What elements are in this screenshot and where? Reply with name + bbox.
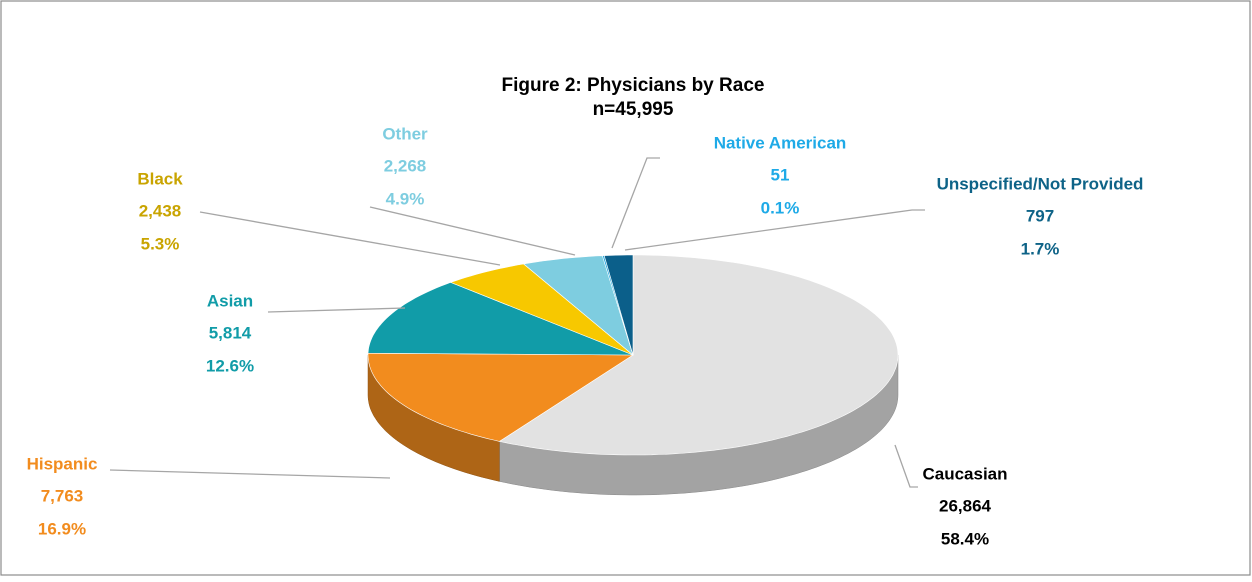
value-label: 51 [771, 165, 790, 184]
value-label: 2,438 [139, 201, 182, 220]
category-label: Unspecified/Not Provided [937, 174, 1144, 193]
leader-line [199, 211, 501, 266]
category-label: Black [137, 169, 183, 188]
slice [522, 255, 634, 356]
slice [367, 282, 634, 356]
chart-title: Figure 2: Physicians by Race [502, 75, 765, 96]
pie-tops [367, 254, 899, 456]
labels: Caucasian 26,864 58.4% Hispanic 7,763 16.9% As… [27, 124, 1144, 548]
leader-line [894, 444, 918, 488]
value-label: 797 [1026, 206, 1054, 225]
slice [367, 352, 635, 442]
percentage-label: 0.1% [761, 198, 800, 217]
leader-line [611, 157, 660, 249]
leader-line [369, 206, 576, 256]
chart-subtitle: n=45,995 [593, 99, 674, 120]
category-label: Caucasian [922, 464, 1007, 483]
slice [603, 254, 634, 356]
category-label: Hispanic [27, 454, 98, 473]
leader-line [109, 469, 391, 479]
category-label: Native American [714, 133, 847, 152]
category-label: Other [382, 124, 428, 143]
percentage-label: 4.9% [386, 189, 425, 208]
value-label: 7,763 [41, 486, 84, 505]
percentage-label: 58.4% [941, 529, 989, 548]
category-label: Asian [207, 291, 253, 310]
percentage-label: 16.9% [38, 519, 86, 538]
leader-line [267, 307, 406, 313]
value-label: 2,268 [384, 156, 427, 175]
slice [498, 254, 899, 456]
leader-line [624, 209, 925, 251]
slice [449, 263, 634, 356]
value-label: 26,864 [939, 496, 992, 515]
percentage-label: 5.3% [141, 234, 180, 253]
value-label: 5,814 [209, 323, 252, 342]
percentage-label: 12.6% [206, 356, 254, 375]
percentage-label: 1.7% [1021, 239, 1060, 258]
